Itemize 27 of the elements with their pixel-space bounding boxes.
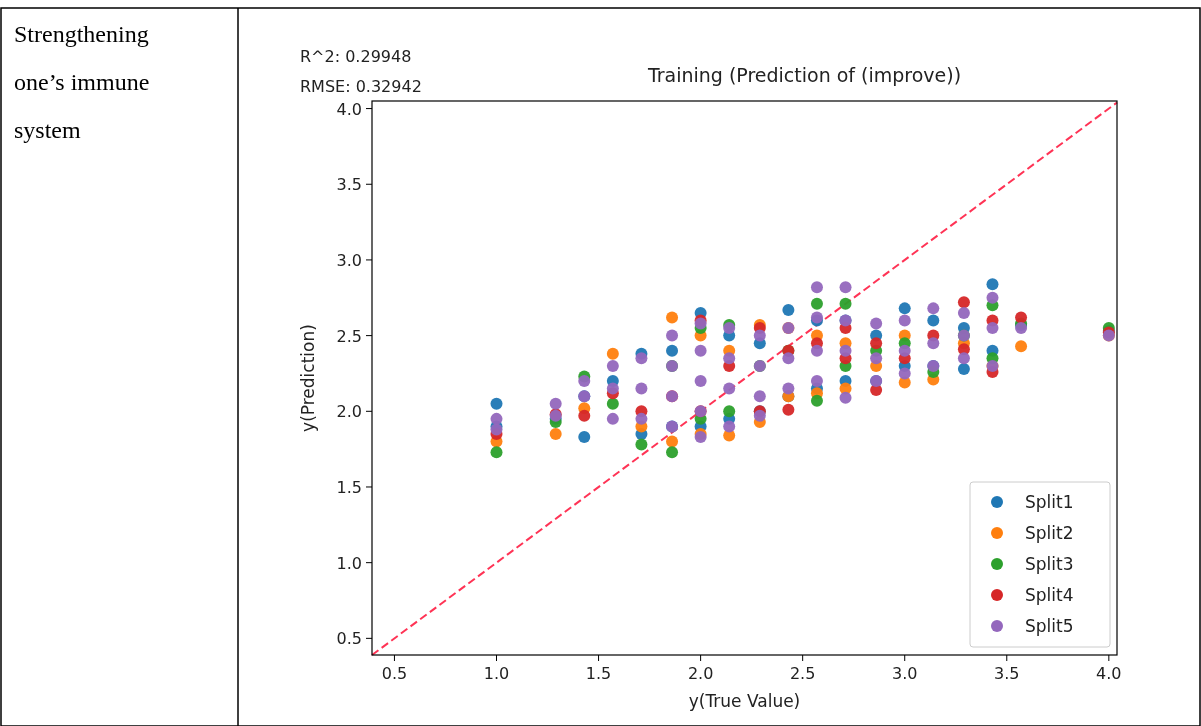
y-axis-title: y(Prediction) xyxy=(298,324,318,432)
x-tick-label: 4.0 xyxy=(1096,664,1122,683)
x-tick-label: 0.5 xyxy=(381,664,408,683)
x-tick-label: 3.0 xyxy=(892,664,918,683)
y-tick-label: 2.0 xyxy=(336,402,362,422)
y-tick-label: 0.5 xyxy=(336,629,362,649)
text: R^2: 0.29948 xyxy=(300,47,412,66)
text: Strengthening one’s immune system xyxy=(14,20,151,145)
legend-label: Split3 xyxy=(1025,554,1074,574)
legend-label: Split1 xyxy=(1025,492,1074,512)
x-tick-label: 2.0 xyxy=(687,664,714,683)
y-tick-label: 1.0 xyxy=(336,553,362,573)
legend-label: Split5 xyxy=(1025,616,1074,636)
x-axis-title: y(True Value) xyxy=(688,691,801,711)
y-tick-label: 3.0 xyxy=(336,250,362,270)
x-tick-label: 1.0 xyxy=(483,664,510,683)
y-tick-label: 3.5 xyxy=(336,175,362,195)
x-tick-label: 2.5 xyxy=(789,664,816,683)
legend-label: Split4 xyxy=(1025,585,1074,605)
y-tick-label: 2.5 xyxy=(336,326,362,346)
y-tick-label: 4.0 xyxy=(336,99,362,119)
legend-label: Split2 xyxy=(1025,523,1074,543)
y-tick-label: 1.5 xyxy=(336,477,362,497)
x-tick-label: 1.5 xyxy=(585,664,612,683)
chart-title: Training (Prediction of (improve)) xyxy=(646,64,962,86)
x-tick-label: 3.5 xyxy=(994,664,1020,683)
text: RMSE: 0.32942 xyxy=(300,77,422,96)
